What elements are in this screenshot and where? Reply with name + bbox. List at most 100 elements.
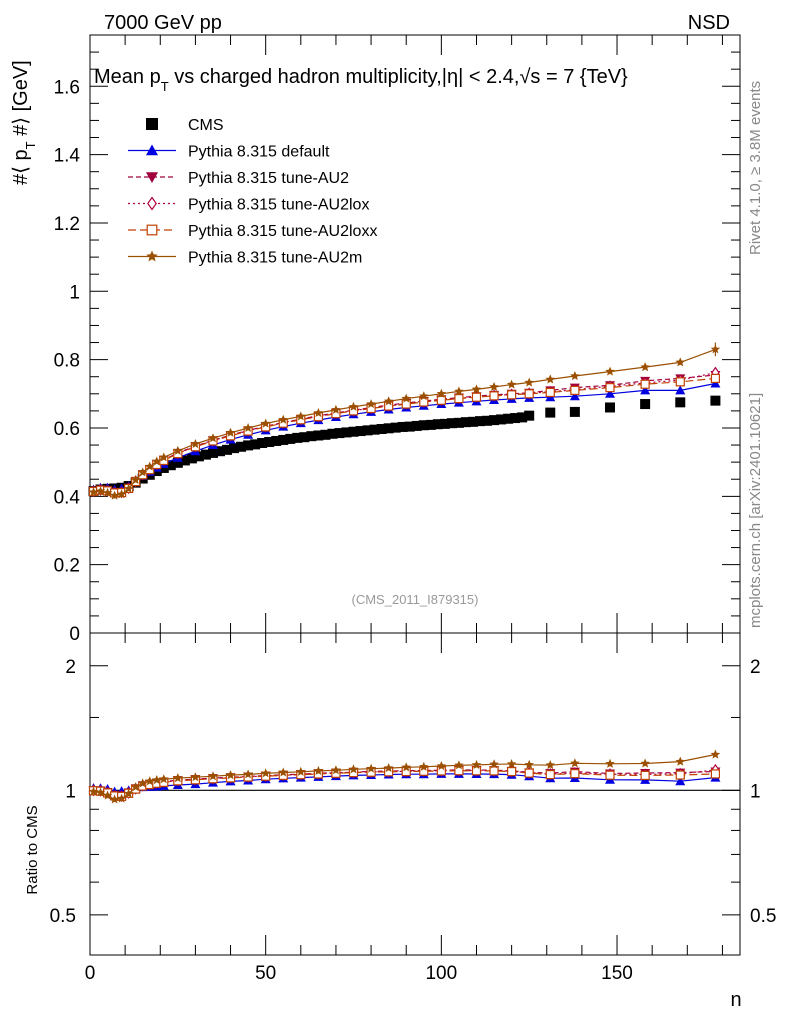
x-axis-ticks: 0 50 100 150 <box>85 35 723 984</box>
data-point <box>710 378 721 388</box>
main-y-tick-label: 0 <box>69 624 80 645</box>
data-point <box>454 386 464 396</box>
ratio-point <box>524 768 534 778</box>
x-tick-label: 0 <box>85 963 96 984</box>
ratio-point <box>489 766 499 776</box>
data-point <box>278 434 289 445</box>
data-point <box>229 443 240 454</box>
data-point <box>334 428 345 439</box>
x-tick-label: 100 <box>425 963 457 984</box>
data-point <box>570 385 580 395</box>
ratio-point <box>123 788 134 798</box>
main-y-tick-label: 1.2 <box>54 214 80 235</box>
legend-label: CMS <box>188 117 224 134</box>
x-tick-label: 150 <box>601 963 633 984</box>
ratio-point <box>152 775 162 785</box>
data-point <box>383 396 394 406</box>
data-point <box>190 439 201 449</box>
data-point <box>710 373 721 384</box>
data-point <box>605 402 615 413</box>
ratio-point <box>454 766 464 776</box>
data-point <box>236 441 247 452</box>
ratio-point <box>675 756 685 766</box>
legend-marker <box>146 250 158 262</box>
data-point <box>116 489 127 499</box>
data-point <box>348 426 359 437</box>
ratio-point <box>190 772 201 782</box>
data-point <box>675 385 686 395</box>
ratio-point <box>296 766 306 776</box>
ratio-point <box>109 794 120 804</box>
ratio-point <box>383 763 394 773</box>
ratio-point <box>145 776 155 786</box>
data-point <box>193 451 204 462</box>
ratio-point <box>471 759 482 769</box>
legend-marker <box>146 172 158 183</box>
data-point <box>165 460 176 471</box>
data-point <box>123 483 134 493</box>
data-point <box>159 452 169 462</box>
ratio-point <box>675 776 686 786</box>
data-point <box>306 431 317 442</box>
legend-item: Pythia 8.315 tune-AU2m <box>128 250 362 267</box>
legend: CMS Pythia 8.315 default Pythia 8.315 tune… <box>128 117 377 267</box>
data-point <box>145 461 155 471</box>
ratio-point <box>313 765 324 775</box>
main-y-tick-label: 0.2 <box>54 556 80 577</box>
data-point <box>404 421 415 432</box>
data-point <box>510 413 521 424</box>
data-point <box>471 392 482 402</box>
ratio-point <box>507 766 517 777</box>
ratio-point <box>173 773 183 783</box>
data-point <box>640 385 651 395</box>
main-series-layer <box>88 342 721 500</box>
data-point <box>376 423 387 434</box>
mcplots-label: mcplots.cern.ch [arXiv:2401.10621] <box>747 393 764 628</box>
data-point <box>278 414 288 424</box>
ratio-point <box>116 793 127 803</box>
ratio-point <box>545 760 555 770</box>
ratio-point <box>243 769 253 779</box>
series-line <box>93 377 716 494</box>
ratio-point <box>675 770 685 780</box>
data-point <box>436 395 446 405</box>
ratio-point <box>278 767 288 777</box>
data-point <box>471 384 482 394</box>
ratio-point <box>454 760 464 770</box>
ratio-y-axis-label: Ratio to CMS <box>24 805 41 894</box>
data-point <box>260 418 271 428</box>
legend-marker <box>146 118 158 130</box>
data-point <box>545 374 555 384</box>
legend-label: Pythia 8.315 default <box>188 144 330 161</box>
main-y-tick-label: 1.6 <box>54 77 80 98</box>
data-point <box>675 357 685 367</box>
ratio-y-tick-label: 2 <box>65 657 76 678</box>
data-point <box>640 379 650 389</box>
ratio-point <box>710 769 721 779</box>
data-point <box>172 457 183 468</box>
ratio-point <box>605 758 615 768</box>
ratio-point <box>605 770 615 780</box>
data-point <box>355 426 366 437</box>
legend-label: Pythia 8.315 tune-AU2m <box>188 250 362 267</box>
data-point <box>257 438 268 449</box>
main-y-tick-label: 0.6 <box>54 419 80 440</box>
legend-label: Pythia 8.315 tune-AU2loxx <box>188 223 377 240</box>
legend-marker <box>146 224 158 236</box>
main-y-tick-label: 1 <box>69 282 80 303</box>
data-point <box>419 397 429 407</box>
data-point <box>503 413 514 424</box>
series-5 <box>88 344 721 500</box>
data-point <box>446 418 457 429</box>
data-point <box>605 388 615 398</box>
data-point <box>570 371 580 381</box>
ratio-point <box>102 790 113 800</box>
data-point <box>545 407 556 418</box>
ratio-series-4 <box>88 766 721 801</box>
ratio-series-5 <box>88 749 721 804</box>
ratio-point <box>366 763 376 773</box>
ratio-point <box>710 749 721 759</box>
ratio-plot-frame <box>89 632 741 956</box>
data-point <box>109 490 120 500</box>
ratio-point <box>506 759 517 769</box>
